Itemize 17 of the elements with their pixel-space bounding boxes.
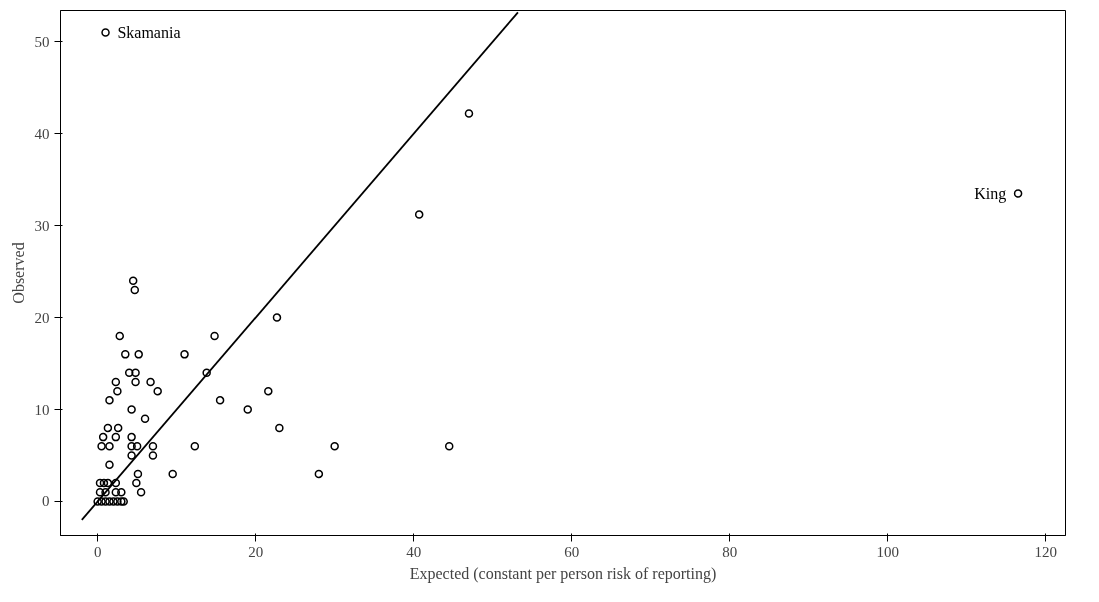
x-tick-label: 120 <box>1034 543 1057 560</box>
y-tick-label: 0 <box>42 493 50 510</box>
x-axis-title: Expected (constant per person risk of reporting) <box>409 564 717 583</box>
y-tick-label: 40 <box>34 125 50 142</box>
annotation: King <box>974 184 1007 203</box>
y-tick-label: 30 <box>34 217 50 234</box>
y-tick-label: 20 <box>34 309 50 326</box>
y-tick-label: 50 <box>34 33 50 50</box>
x-tick-label: 0 <box>93 543 102 560</box>
x-tick-label: 60 <box>564 543 580 560</box>
x-tick-label: 20 <box>248 543 264 560</box>
y-tick-label: 10 <box>34 401 50 418</box>
x-tick-label: 40 <box>406 543 422 560</box>
x-tick-label: 100 <box>876 543 899 560</box>
y-axis-title: Observed <box>9 242 27 304</box>
x-tick-label: 80 <box>722 543 738 560</box>
annotation: Skamania <box>117 24 181 42</box>
